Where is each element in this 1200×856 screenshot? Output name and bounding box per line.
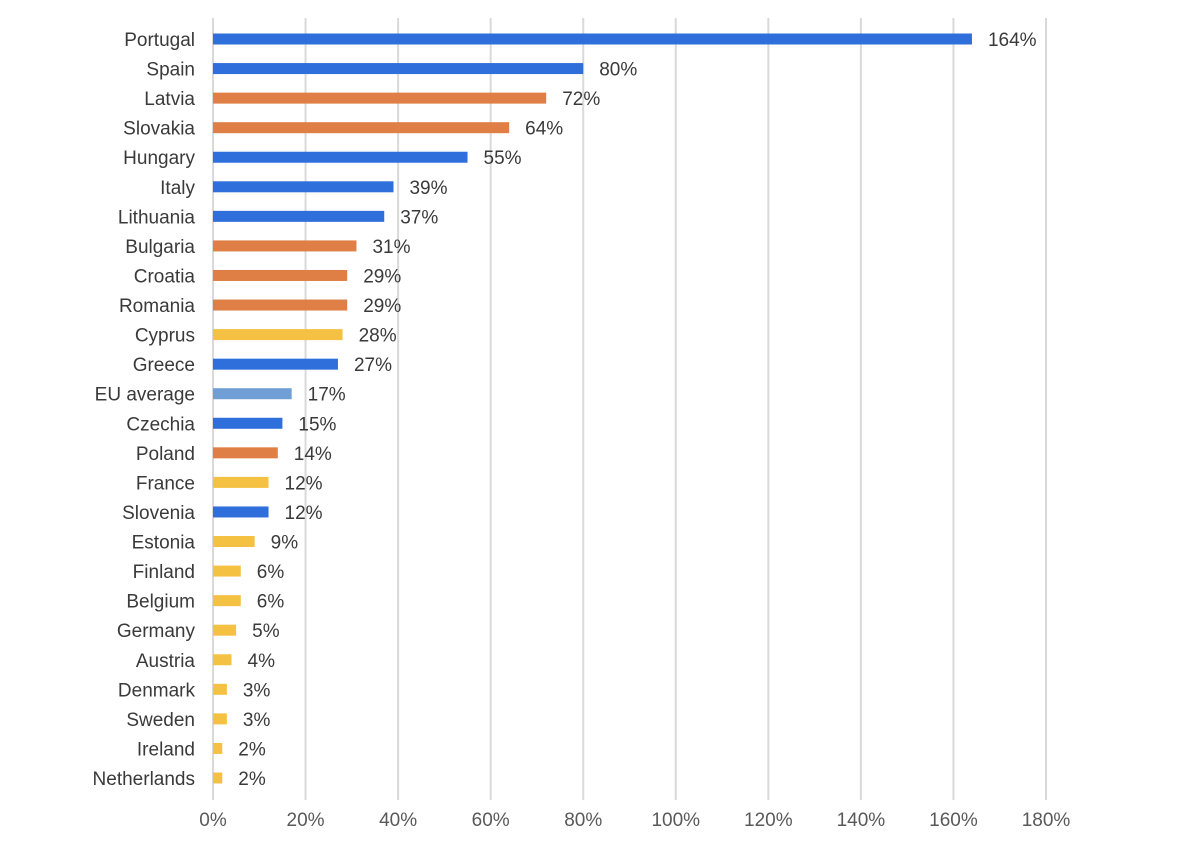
value-label-croatia: 29% <box>363 266 401 287</box>
category-label-bulgaria: Bulgaria <box>125 237 195 258</box>
value-label-spain: 80% <box>599 60 637 81</box>
bar-denmark <box>213 683 227 695</box>
value-label-greece: 27% <box>354 355 392 376</box>
category-label-lithuania: Lithuania <box>118 207 196 228</box>
value-label-belgium: 6% <box>257 592 285 613</box>
x-tick-label: 40% <box>379 810 417 831</box>
category-label-croatia: Croatia <box>134 266 196 287</box>
bar-france <box>213 476 269 488</box>
value-label-romania: 29% <box>363 296 401 317</box>
bar-estonia <box>213 536 255 548</box>
category-labels: Portugal Spain Latvia Slovakia Hungary Italy L… <box>93 30 196 790</box>
category-label-romania: Romania <box>119 296 195 317</box>
category-label-spain: Spain <box>146 60 195 81</box>
category-label-eu-average: EU average <box>95 385 195 406</box>
x-tick-label: 80% <box>564 810 602 831</box>
x-axis-tick-labels: 0% 20% 40% 60% 80% 100% 120% 140% 160% 180% <box>199 810 1070 831</box>
value-label-finland: 6% <box>257 562 285 583</box>
category-label-ireland: Ireland <box>137 739 195 760</box>
bar-eu-average <box>213 388 292 400</box>
category-label-austria: Austria <box>136 651 196 672</box>
value-label-czechia: 15% <box>298 414 336 435</box>
value-label-france: 12% <box>285 473 323 494</box>
bar-germany <box>213 624 237 636</box>
value-label-netherlands: 2% <box>238 769 266 790</box>
category-label-finland: Finland <box>133 562 195 583</box>
gridlines <box>212 18 1047 800</box>
x-tick-label: 60% <box>472 810 510 831</box>
bar-croatia <box>213 269 348 281</box>
value-label-cyprus: 28% <box>359 326 397 347</box>
bar-sweden <box>213 713 227 725</box>
category-label-greece: Greece <box>133 355 195 376</box>
category-label-france: France <box>136 473 195 494</box>
value-label-hungary: 55% <box>484 148 522 169</box>
x-tick-label: 120% <box>744 810 793 831</box>
x-tick-label: 140% <box>837 810 886 831</box>
category-label-czechia: Czechia <box>126 414 195 435</box>
x-tick-label: 100% <box>651 810 700 831</box>
category-label-sweden: Sweden <box>126 710 195 731</box>
value-label-portugal: 164% <box>988 30 1037 51</box>
value-label-eu-average: 17% <box>308 385 346 406</box>
bar-slovenia <box>213 506 269 518</box>
bar-bulgaria <box>213 240 357 252</box>
bar-cyprus <box>213 329 343 341</box>
bar-czechia <box>213 417 283 429</box>
value-label-bulgaria: 31% <box>372 237 410 258</box>
category-label-netherlands: Netherlands <box>93 769 195 790</box>
value-labels: 164% 80% 72% 64%55% 39% 37% 31% 29% 29% 28% 27% 17%… <box>238 30 1036 790</box>
bar-netherlands <box>213 772 223 784</box>
bar-romania <box>213 299 348 311</box>
value-label-latvia: 72% <box>562 89 600 110</box>
bar-belgium <box>213 595 241 607</box>
bar-finland <box>213 565 241 577</box>
value-label-slovenia: 12% <box>285 503 323 524</box>
value-label-austria: 4% <box>248 651 276 672</box>
category-label-italy: Italy <box>160 178 195 199</box>
bar-slovakia <box>213 122 510 134</box>
category-label-germany: Germany <box>117 621 196 642</box>
category-label-slovakia: Slovakia <box>123 119 195 140</box>
value-label-germany: 5% <box>252 621 280 642</box>
category-label-estonia: Estonia <box>132 533 196 554</box>
x-tick-label: 0% <box>199 810 227 831</box>
category-label-hungary: Hungary <box>123 148 195 169</box>
category-label-poland: Poland <box>136 444 195 465</box>
category-label-belgium: Belgium <box>126 592 195 613</box>
bar-hungary <box>213 151 468 163</box>
x-tick-label: 160% <box>929 810 978 831</box>
category-label-latvia: Latvia <box>144 89 195 110</box>
bar-italy <box>213 181 394 193</box>
bar-greece <box>213 358 338 370</box>
bar-portugal <box>213 33 972 45</box>
bars <box>213 33 972 784</box>
category-label-slovenia: Slovenia <box>122 503 195 524</box>
value-label-poland: 14% <box>294 444 332 465</box>
bar-spain <box>213 63 584 75</box>
x-tick-label: 20% <box>287 810 325 831</box>
bar-lithuania <box>213 210 385 222</box>
bar-ireland <box>213 742 223 754</box>
value-label-italy: 39% <box>409 178 447 199</box>
value-label-estonia: 9% <box>271 533 299 554</box>
category-label-portugal: Portugal <box>124 30 195 51</box>
bar-poland <box>213 447 278 459</box>
x-tick-label: 180% <box>1022 810 1071 831</box>
value-label-lithuania: 37% <box>400 207 438 228</box>
category-label-denmark: Denmark <box>118 680 196 701</box>
bar-latvia <box>213 92 547 104</box>
category-label-cyprus: Cyprus <box>135 326 195 347</box>
value-label-slovakia: 64% <box>525 119 563 140</box>
value-label-ireland: 2% <box>238 739 266 760</box>
bar-austria <box>213 654 232 666</box>
value-label-denmark: 3% <box>243 680 271 701</box>
value-label-sweden: 3% <box>243 710 271 731</box>
